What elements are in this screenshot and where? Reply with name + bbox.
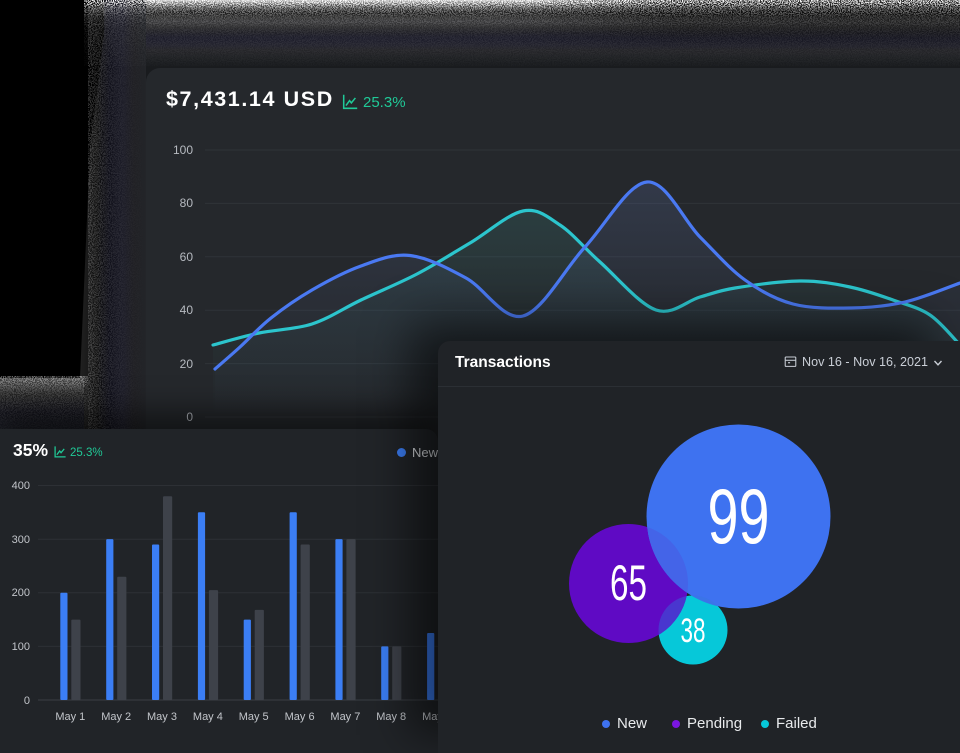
svg-text:80: 80	[180, 196, 194, 210]
svg-text:0: 0	[186, 410, 193, 424]
svg-text:May 8: May 8	[376, 711, 406, 723]
svg-text:38: 38	[681, 612, 706, 650]
svg-text:400: 400	[12, 480, 30, 492]
svg-text:May 2: May 2	[101, 711, 131, 723]
svg-text:May 4: May 4	[193, 711, 223, 723]
svg-text:300: 300	[12, 534, 30, 546]
svg-text:100: 100	[173, 143, 193, 157]
svg-text:20: 20	[180, 357, 194, 371]
svg-text:99: 99	[708, 472, 770, 560]
svg-text:40: 40	[180, 303, 194, 317]
svg-text:May 6: May 6	[285, 711, 315, 723]
svg-text:May 7: May 7	[330, 711, 360, 723]
svg-text:May 5: May 5	[239, 711, 269, 723]
svg-text:100: 100	[12, 641, 30, 653]
svg-text:200: 200	[12, 587, 30, 599]
svg-text:0: 0	[24, 695, 30, 707]
svg-text:May 3: May 3	[147, 711, 177, 723]
svg-text:May 9: May 9	[422, 711, 438, 723]
svg-text:May 1: May 1	[55, 711, 85, 723]
svg-text:65: 65	[610, 555, 647, 611]
svg-text:60: 60	[180, 250, 194, 264]
